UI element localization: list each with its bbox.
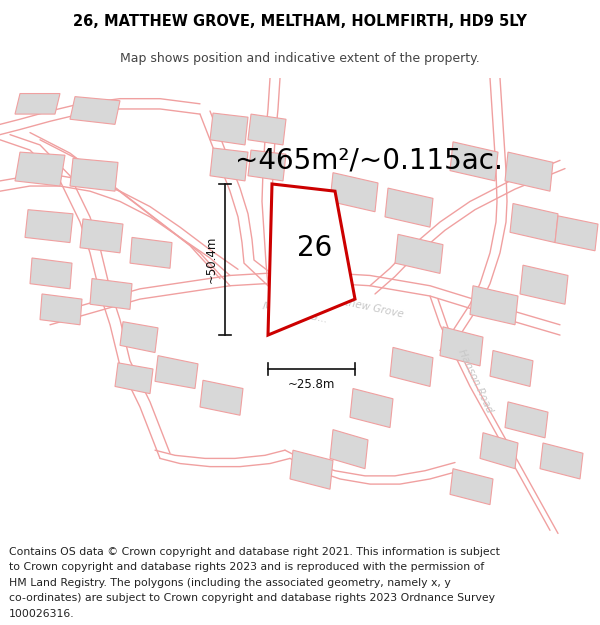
Polygon shape (505, 402, 548, 438)
Polygon shape (15, 152, 65, 186)
Text: ~465m²/~0.115ac.: ~465m²/~0.115ac. (235, 146, 503, 174)
Polygon shape (80, 219, 123, 253)
Polygon shape (555, 216, 598, 251)
Polygon shape (385, 188, 433, 227)
Polygon shape (290, 450, 333, 489)
Polygon shape (155, 356, 198, 389)
Polygon shape (25, 209, 73, 242)
Polygon shape (210, 148, 248, 181)
Polygon shape (510, 204, 558, 242)
Polygon shape (115, 363, 153, 394)
Polygon shape (390, 348, 433, 386)
Polygon shape (268, 184, 355, 335)
Polygon shape (330, 173, 378, 212)
Polygon shape (505, 152, 553, 191)
Polygon shape (470, 286, 518, 325)
Text: Matthew Grove: Matthew Grove (325, 293, 405, 319)
Text: to Crown copyright and database rights 2023 and is reproduced with the permissio: to Crown copyright and database rights 2… (9, 562, 484, 572)
Polygon shape (440, 327, 483, 366)
Polygon shape (350, 389, 393, 428)
Polygon shape (210, 113, 248, 145)
Polygon shape (248, 150, 286, 181)
Text: HM Land Registry. The polygons (including the associated geometry, namely x, y: HM Land Registry. The polygons (includin… (9, 578, 451, 587)
Text: ~25.8m: ~25.8m (288, 378, 335, 391)
Polygon shape (15, 94, 60, 114)
Text: 100026316.: 100026316. (9, 609, 74, 619)
Polygon shape (490, 351, 533, 386)
Polygon shape (450, 142, 498, 181)
Polygon shape (248, 114, 286, 145)
Polygon shape (540, 443, 583, 479)
Polygon shape (120, 322, 158, 352)
Polygon shape (90, 279, 132, 309)
Polygon shape (520, 265, 568, 304)
Polygon shape (395, 234, 443, 273)
Text: Matthew G...: Matthew G... (262, 301, 328, 324)
Polygon shape (70, 97, 120, 124)
Text: Contains OS data © Crown copyright and database right 2021. This information is : Contains OS data © Crown copyright and d… (9, 546, 500, 556)
Polygon shape (480, 432, 518, 469)
Polygon shape (30, 258, 72, 289)
Text: 26: 26 (298, 234, 332, 262)
Polygon shape (330, 429, 368, 469)
Polygon shape (40, 294, 82, 325)
Polygon shape (450, 469, 493, 504)
Polygon shape (200, 380, 243, 415)
Polygon shape (130, 238, 172, 268)
Text: ~50.4m: ~50.4m (205, 236, 218, 283)
Text: 26, MATTHEW GROVE, MELTHAM, HOLMFIRTH, HD9 5LY: 26, MATTHEW GROVE, MELTHAM, HOLMFIRTH, H… (73, 14, 527, 29)
Text: Map shows position and indicative extent of the property.: Map shows position and indicative extent… (120, 52, 480, 65)
Text: co-ordinates) are subject to Crown copyright and database rights 2023 Ordnance S: co-ordinates) are subject to Crown copyr… (9, 593, 495, 603)
Text: Hanson Road: Hanson Road (456, 348, 494, 415)
Polygon shape (70, 158, 118, 191)
